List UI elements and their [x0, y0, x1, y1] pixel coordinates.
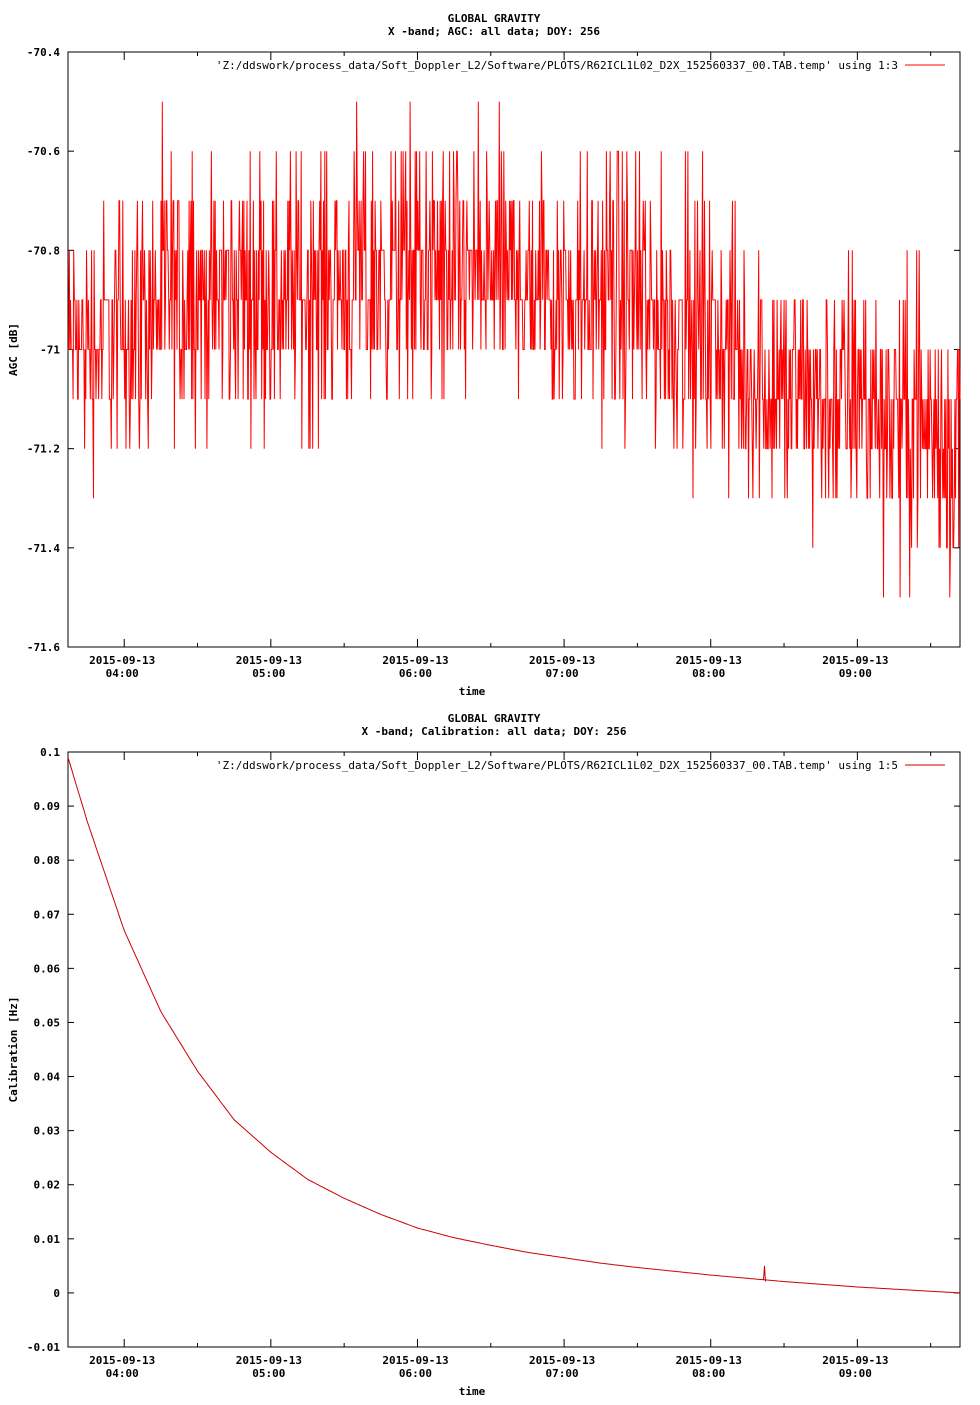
- chart-title: GLOBAL GRAVITY: [448, 12, 541, 25]
- y-tick-label: -70.8: [27, 244, 60, 257]
- plot-frame: [67, 751, 961, 1348]
- y-tick-label: 0.1: [40, 746, 60, 759]
- x-tick-date: 2015-09-13: [529, 654, 595, 667]
- x-tick-date: 2015-09-13: [822, 1354, 888, 1367]
- x-tick-date: 2015-09-13: [236, 654, 302, 667]
- x-tick-time: 07:00: [546, 667, 579, 680]
- chart-subtitle: X -band; Calibration: all data; DOY: 256: [362, 725, 627, 738]
- y-tick-label: 0: [53, 1287, 60, 1300]
- y-tick-label: 0.08: [34, 854, 61, 867]
- agc-series-line: [68, 101, 961, 598]
- x-tick-date: 2015-09-13: [89, 1354, 155, 1367]
- calibration-spike: [762, 1265, 766, 1282]
- x-tick-time: 04:00: [106, 1367, 139, 1380]
- y-axis-label: Calibration [Hz]: [7, 997, 20, 1103]
- y-tick-label: 0.07: [34, 908, 61, 921]
- y-tick-label: 0.05: [34, 1016, 61, 1029]
- x-tick-date: 2015-09-13: [822, 654, 888, 667]
- y-tick-label: 0.03: [34, 1125, 61, 1138]
- y-tick-label: -71.2: [27, 443, 60, 456]
- x-tick-time: 04:00: [106, 667, 139, 680]
- y-tick-label: 0.09: [34, 800, 61, 813]
- chart-title: GLOBAL GRAVITY: [448, 712, 541, 725]
- x-tick-time: 08:00: [692, 1367, 725, 1380]
- x-tick-date: 2015-09-13: [529, 1354, 595, 1367]
- x-tick-date: 2015-09-13: [382, 654, 448, 667]
- y-axis-label: AGC [dB]: [7, 323, 20, 376]
- x-tick-time: 06:00: [399, 1367, 432, 1380]
- x-tick-time: 09:00: [839, 1367, 872, 1380]
- x-tick-time: 06:00: [399, 667, 432, 680]
- y-tick-label: -70.6: [27, 145, 60, 158]
- y-tick-label: -70.4: [27, 46, 60, 59]
- x-tick-time: 07:00: [546, 1367, 579, 1380]
- legend-label: 'Z:/ddswork/process_data/Soft_Doppler_L2…: [216, 759, 898, 772]
- y-tick-label: 0.04: [34, 1071, 61, 1084]
- y-tick-label: 0.06: [34, 962, 61, 975]
- x-tick-time: 05:00: [252, 667, 285, 680]
- x-tick-date: 2015-09-13: [676, 654, 742, 667]
- y-tick-label: 0.01: [34, 1233, 61, 1246]
- chart-subtitle: X -band; AGC: all data; DOY: 256: [388, 25, 600, 38]
- x-tick-date: 2015-09-13: [89, 654, 155, 667]
- y-tick-label: -71.4: [27, 542, 60, 555]
- calibration-series-line: [67, 757, 961, 1294]
- x-tick-time: 05:00: [252, 1367, 285, 1380]
- y-tick-label: 0.02: [34, 1179, 61, 1192]
- y-tick-label: -71.6: [27, 641, 60, 654]
- y-tick-label: -0.01: [27, 1341, 60, 1354]
- x-tick-time: 09:00: [839, 667, 872, 680]
- x-tick-time: 08:00: [692, 667, 725, 680]
- x-axis-label: time: [459, 1385, 486, 1398]
- y-tick-label: -71: [40, 344, 60, 357]
- x-tick-date: 2015-09-13: [236, 1354, 302, 1367]
- x-tick-date: 2015-09-13: [676, 1354, 742, 1367]
- x-tick-date: 2015-09-13: [382, 1354, 448, 1367]
- legend-label: 'Z:/ddswork/process_data/Soft_Doppler_L2…: [216, 59, 898, 72]
- x-axis-label: time: [459, 685, 486, 698]
